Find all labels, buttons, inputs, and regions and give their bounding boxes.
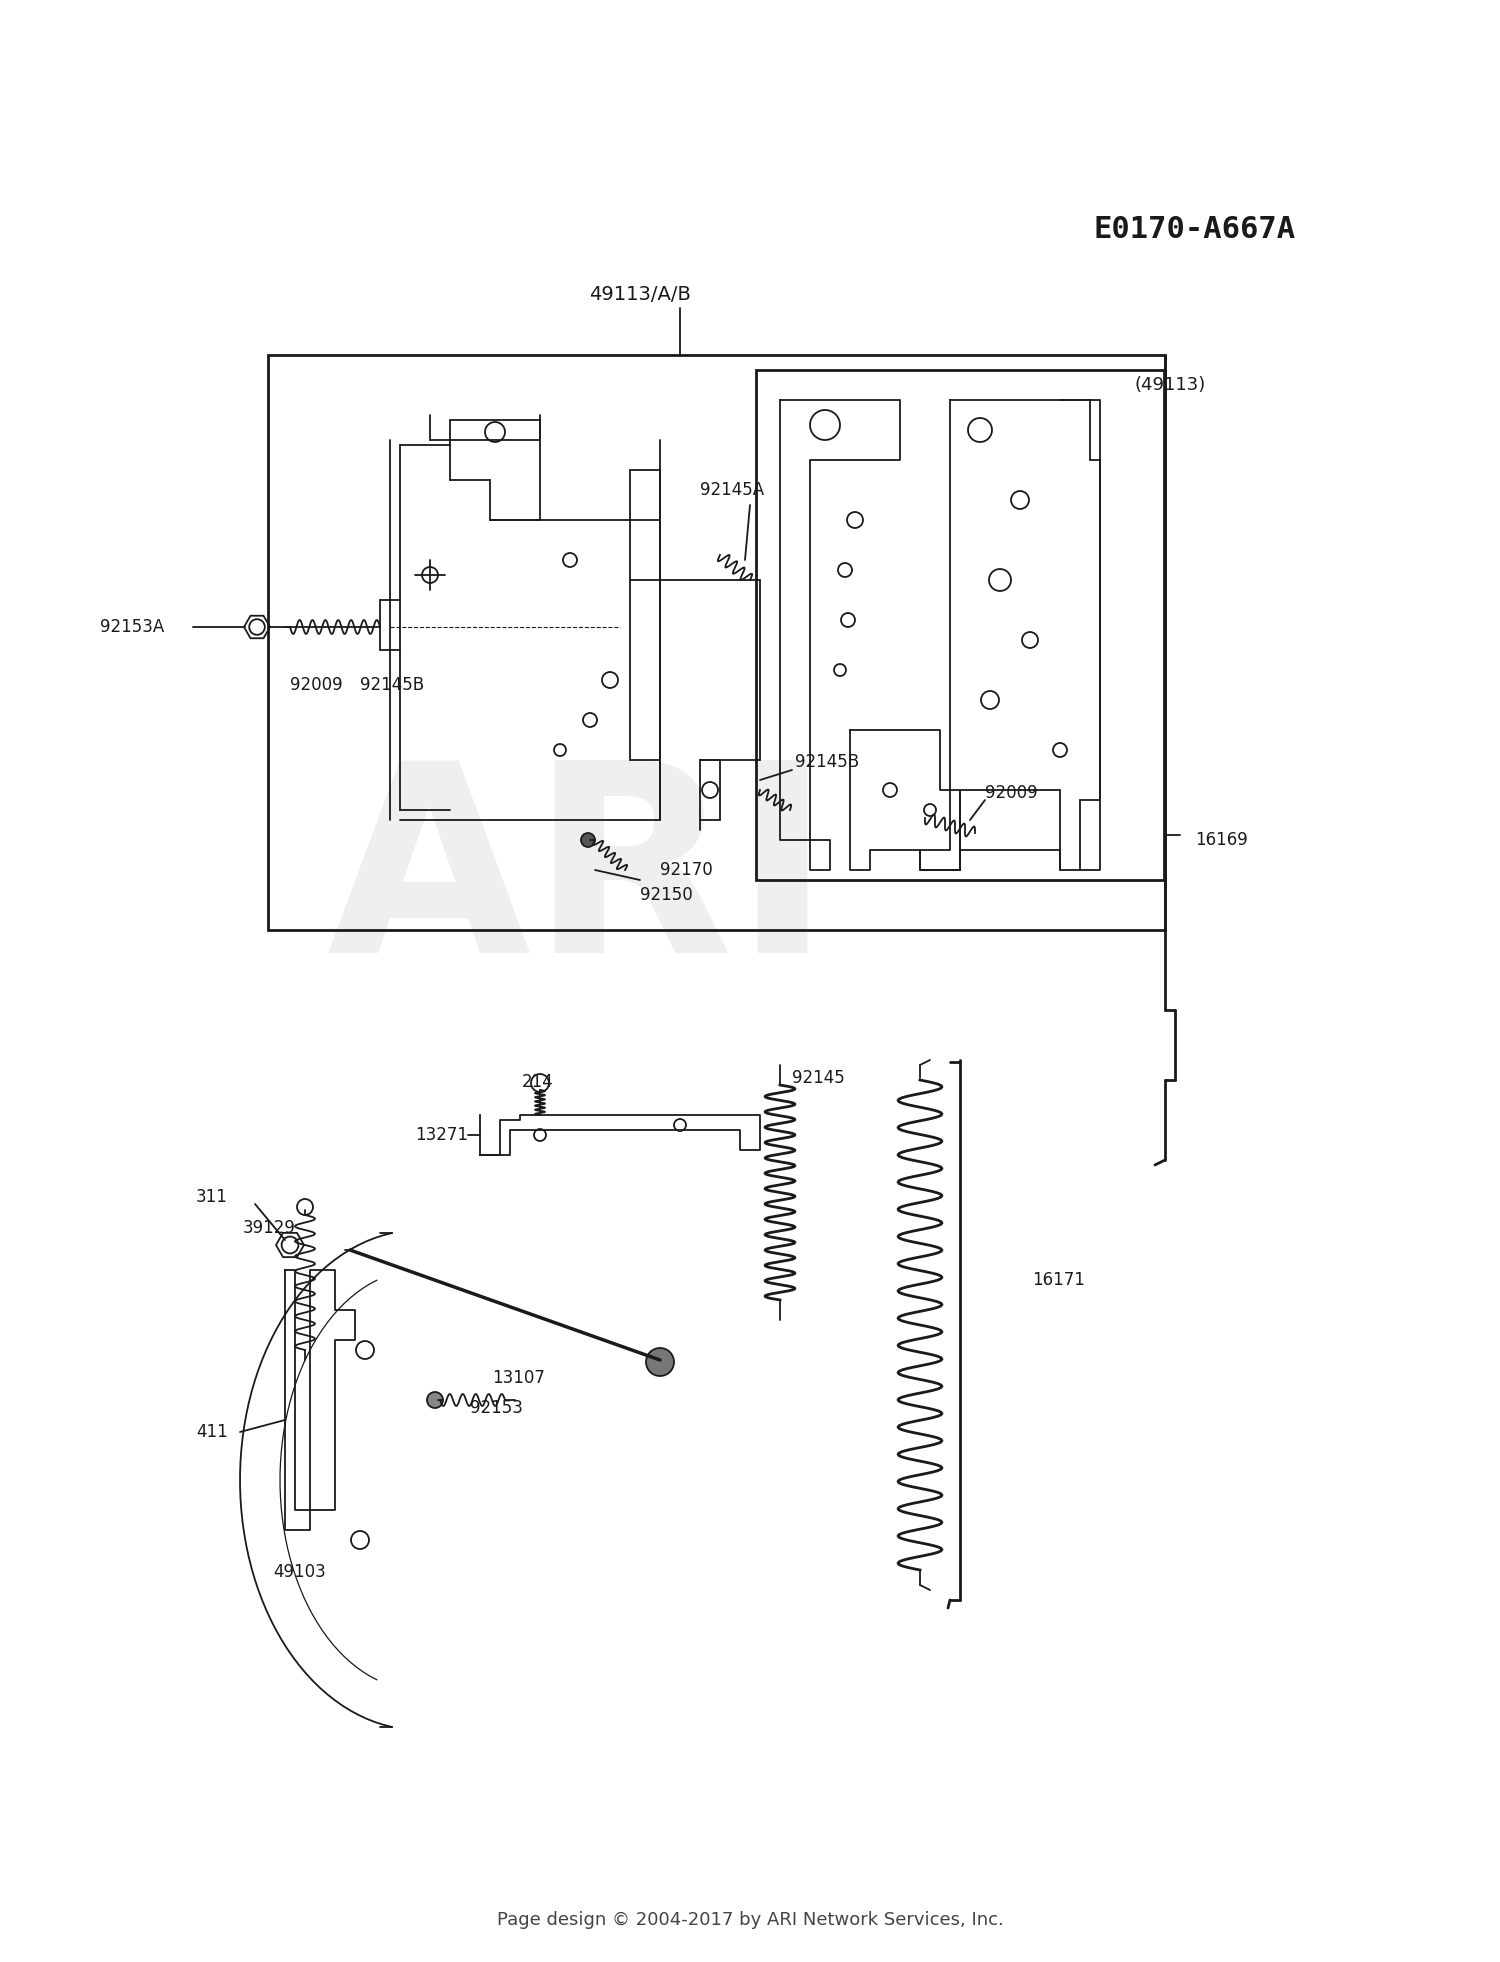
Text: 92145B: 92145B — [360, 677, 424, 695]
Text: 92145B: 92145B — [795, 753, 859, 771]
Bar — [756, 371, 1164, 881]
Circle shape — [646, 1348, 674, 1375]
Bar — [268, 355, 1166, 930]
Text: 92145: 92145 — [792, 1069, 844, 1087]
Text: 49103: 49103 — [273, 1564, 326, 1581]
Text: 13271: 13271 — [416, 1126, 468, 1144]
Text: 214: 214 — [522, 1073, 554, 1091]
Text: 49113/A/B: 49113/A/B — [590, 286, 692, 304]
Circle shape — [580, 834, 596, 848]
Text: 92009: 92009 — [290, 677, 342, 695]
Text: 92170: 92170 — [660, 861, 712, 879]
Circle shape — [427, 1391, 442, 1409]
Text: 92150: 92150 — [640, 887, 693, 904]
Text: 92145A: 92145A — [700, 481, 764, 498]
Text: 92153: 92153 — [470, 1399, 524, 1417]
Text: 16171: 16171 — [1032, 1271, 1084, 1289]
Text: E0170-A667A: E0170-A667A — [1094, 216, 1296, 245]
Text: ARI: ARI — [327, 751, 833, 1008]
Text: 92153A: 92153A — [100, 618, 165, 636]
Text: 13107: 13107 — [492, 1369, 544, 1387]
Text: 39129: 39129 — [243, 1218, 296, 1236]
Text: 16169: 16169 — [1196, 832, 1248, 850]
Text: 92009: 92009 — [986, 785, 1038, 802]
Text: Page design © 2004-2017 by ARI Network Services, Inc.: Page design © 2004-2017 by ARI Network S… — [496, 1911, 1004, 1929]
Text: 411: 411 — [196, 1422, 228, 1440]
Text: (49113): (49113) — [1136, 377, 1206, 394]
Text: 311: 311 — [196, 1189, 228, 1207]
